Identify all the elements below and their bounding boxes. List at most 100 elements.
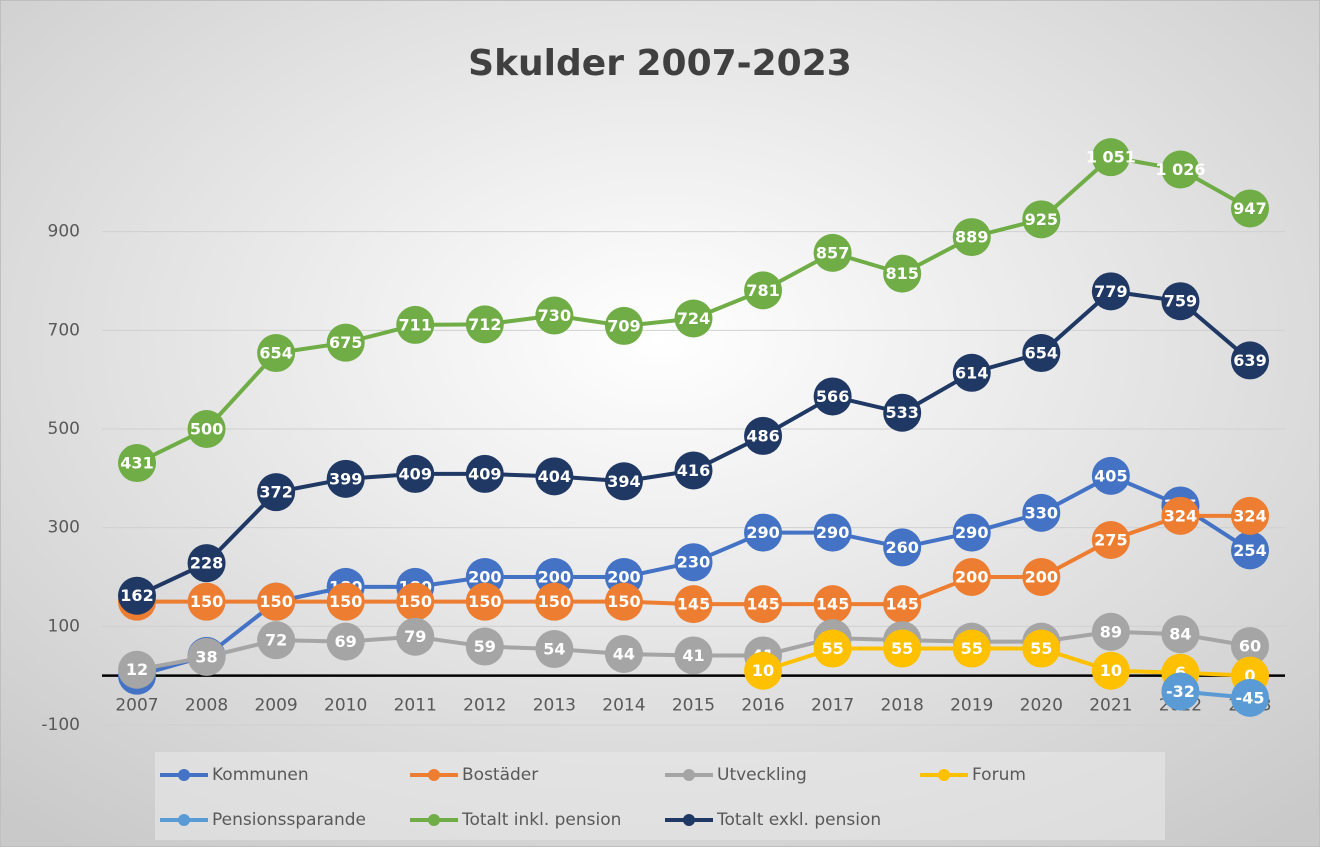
marker (952, 353, 991, 392)
data-label: 711 (399, 315, 432, 334)
x-tick-label: 2014 (602, 696, 645, 716)
marker (813, 233, 852, 272)
data-label: 1 051 (1086, 148, 1136, 167)
data-label: 324 (1164, 506, 1197, 525)
chart-title: Skulder 2007-2023 (468, 43, 852, 84)
data-label: 72 (265, 631, 287, 650)
marker (883, 528, 922, 567)
data-label: 409 (399, 464, 432, 483)
marker (1231, 496, 1269, 535)
data-label: 409 (468, 464, 501, 483)
marker (744, 271, 783, 310)
data-label: 145 (746, 595, 779, 614)
data-label: 89 (1100, 622, 1122, 641)
data-label: 200 (538, 568, 571, 587)
data-label: -45 (1236, 688, 1265, 707)
marker (813, 377, 852, 416)
data-label: 416 (677, 461, 710, 480)
data-label: 150 (399, 592, 432, 611)
data-label: 145 (885, 595, 918, 614)
marker (1022, 200, 1061, 239)
data-label: 84 (1169, 625, 1191, 644)
data-label: 399 (329, 469, 362, 488)
legend-label: Kommunen (212, 765, 309, 785)
marker (187, 544, 226, 583)
x-tick-label: 2011 (394, 696, 437, 716)
legend-label: Totalt inkl. pension (461, 810, 621, 830)
marker (604, 462, 643, 501)
data-label: 55 (961, 639, 983, 658)
marker (674, 543, 713, 582)
data-label: 709 (607, 316, 640, 335)
marker (813, 629, 852, 668)
data-label: 10 (1100, 661, 1122, 680)
data-label: 200 (1025, 568, 1058, 587)
marker (952, 513, 991, 552)
data-label: 12 (126, 660, 148, 679)
data-label: 779 (1094, 282, 1127, 301)
data-label: 404 (538, 467, 571, 486)
legend-marker (428, 814, 440, 826)
marker (257, 621, 296, 660)
marker (535, 457, 574, 496)
data-label: -32 (1166, 682, 1195, 701)
data-label: 254 (1233, 541, 1266, 560)
data-label: 724 (677, 309, 710, 328)
marker (326, 323, 365, 362)
marker (396, 454, 435, 493)
data-label: 815 (885, 264, 918, 283)
marker (1091, 138, 1130, 177)
legend-marker (178, 814, 190, 826)
data-label: 654 (1025, 344, 1058, 363)
data-label: 330 (1025, 503, 1058, 522)
marker (883, 585, 922, 624)
marker (1161, 496, 1200, 535)
marker (604, 306, 643, 345)
data-label: 59 (474, 637, 496, 656)
marker (813, 513, 852, 552)
data-label: 372 (259, 483, 292, 502)
x-tick-label: 2020 (1020, 696, 1063, 716)
data-label: 10 (752, 661, 774, 680)
marker (744, 513, 783, 552)
marker (396, 305, 435, 344)
data-label: 60 (1239, 637, 1261, 656)
data-label: 857 (816, 243, 849, 262)
marker (1091, 612, 1130, 651)
data-label: 200 (607, 568, 640, 587)
data-label: 55 (891, 639, 913, 658)
data-label: 405 (1094, 466, 1127, 485)
marker (465, 627, 504, 666)
marker (535, 296, 574, 335)
marker (118, 444, 156, 483)
marker (465, 582, 504, 621)
data-label: 290 (746, 523, 779, 542)
y-tick-label: 100 (48, 616, 80, 636)
legend-marker (178, 769, 190, 781)
marker (1161, 672, 1200, 711)
marker (257, 473, 296, 512)
marker (744, 651, 783, 690)
data-label: 925 (1025, 210, 1058, 229)
x-tick-label: 2012 (463, 696, 506, 716)
data-label: 566 (816, 387, 849, 406)
marker (187, 582, 226, 621)
data-label: 200 (468, 568, 501, 587)
marker (326, 459, 365, 498)
marker (1022, 558, 1061, 596)
legend-marker (938, 769, 950, 781)
marker (535, 630, 574, 669)
data-label: 0 (1244, 666, 1255, 685)
marker (1231, 341, 1269, 380)
marker (1231, 531, 1269, 570)
marker (952, 218, 991, 257)
marker (1091, 521, 1130, 559)
data-label: 260 (885, 538, 918, 557)
legend-label: Pensionssparande (212, 810, 366, 830)
data-label: 41 (682, 646, 704, 665)
legend-marker (683, 769, 695, 781)
data-label: 781 (746, 281, 779, 300)
x-tick-label: 2010 (324, 696, 367, 716)
data-label: 145 (677, 595, 710, 614)
marker (326, 582, 365, 621)
